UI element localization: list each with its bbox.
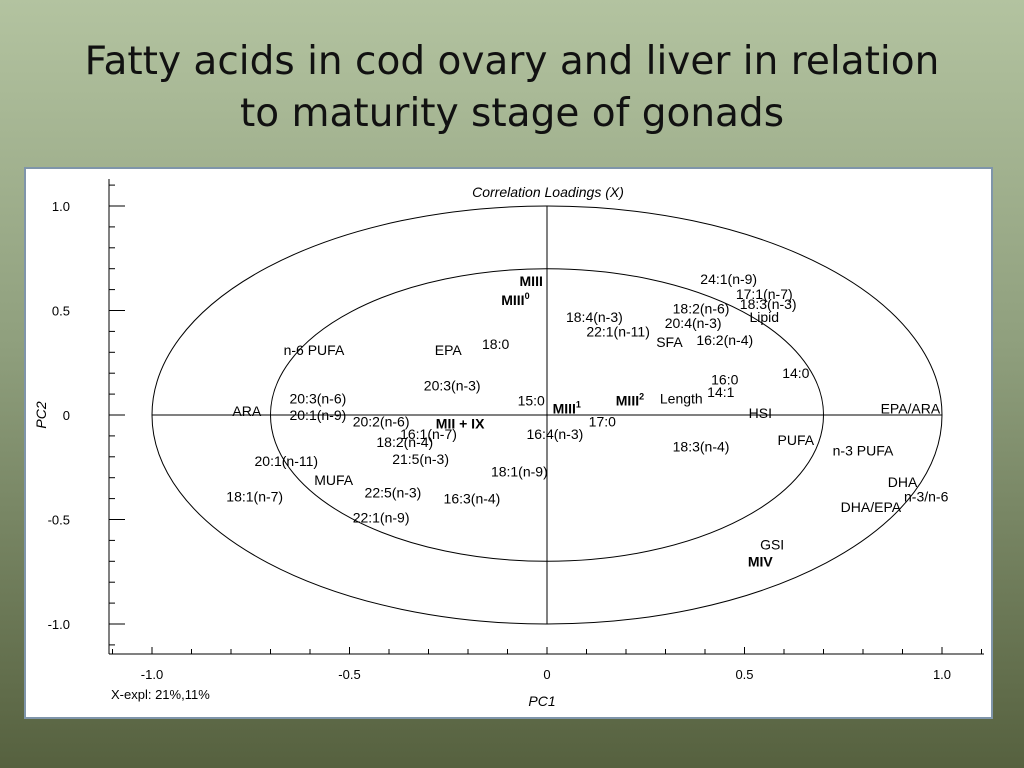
inner-ellipse (270, 268, 824, 562)
point-label: 17:1(n-7) (736, 286, 793, 302)
x-tick-label: -1.0 (141, 667, 163, 682)
point-label: 15:0 (518, 392, 545, 408)
point-label: 18:2(n-4) (376, 434, 433, 450)
x-axis-label: PC1 (528, 693, 555, 709)
slide-title-line-2: to maturity stage of gonads (239, 91, 785, 136)
point-label: n-6 PUFA (284, 342, 345, 358)
point-label: Length (660, 390, 703, 406)
point-label: 18:3(n-3) (740, 296, 797, 312)
point-label: 17:0 (589, 413, 616, 429)
point-label: MUFA (314, 472, 354, 488)
point-label: 20:3(n-3) (424, 378, 481, 394)
y-axis-label: PC2 (33, 401, 49, 428)
correlation-loadings-svg: 1.0 0.5 0 -0.5 -1.0 -1.0 -0.5 0 0.5 1.0 24:1(n-9)… (33, 179, 984, 709)
point-label: 14:1 (707, 384, 734, 400)
point-label: EPA/ARA (881, 401, 941, 417)
y-tick-label: 0.5 (52, 304, 70, 319)
point-label: 14:0 (782, 365, 809, 381)
point-label: 20:3(n-6) (289, 390, 346, 406)
point-label: 22:1(n-9) (353, 509, 410, 525)
point-labels-group: 24:1(n-9)17:1(n-7)18:3(n-3) 18:2(n-6) Lipi… (226, 271, 948, 569)
point-label: 18:1(n-7) (226, 489, 283, 505)
point-label: 20:1(n-11) (255, 453, 319, 469)
point-label: 16:4(n-3) (526, 426, 583, 442)
point-label: 18:4(n-3) (566, 309, 623, 325)
point-label: PUFA (778, 432, 815, 448)
point-label: 24:1(n-9) (700, 271, 757, 287)
point-label: n-3 PUFA (833, 443, 894, 459)
point-label: 16:3(n-4) (444, 491, 501, 507)
outer-ellipse (151, 205, 943, 625)
y-tick-label: -0.5 (48, 513, 70, 528)
point-label: GSI (760, 537, 784, 553)
point-label: MIV (748, 553, 774, 569)
point-label: 16:1(n-7) (400, 426, 457, 442)
point-label: 18:1(n-9) (491, 463, 548, 479)
point-label: 22:1(n-11) (586, 323, 650, 339)
correlation-loadings-plot: 1.0 0.5 0 -0.5 -1.0 -1.0 -0.5 0 0.5 1.0 24:1(n-9)… (24, 167, 993, 719)
slide-title-line-1: Fatty acids in cod ovary and liver in re… (84, 39, 940, 84)
point-label: 22:5(n-3) (365, 484, 422, 500)
point-label: 18:3(n-4) (673, 438, 730, 454)
y-tick-label: -1.0 (48, 617, 70, 632)
point-label: 21:5(n-3) (392, 451, 449, 467)
x-tick-label: 0.5 (735, 667, 753, 682)
point-label: ARA (232, 403, 261, 419)
x-tick-label: -0.5 (338, 667, 360, 682)
axes-group: 1.0 0.5 0 -0.5 -1.0 -1.0 -0.5 0 0.5 1.0 (48, 179, 984, 682)
point-label: SFA (656, 334, 683, 350)
point-label: 18:0 (482, 336, 509, 352)
point-label: 16:0 (711, 371, 738, 387)
x-tick-label: 0 (543, 667, 550, 682)
y-tick-label: 1.0 (52, 199, 70, 214)
point-label: MIII0 (501, 291, 529, 308)
point-label: DHA/EPA (841, 499, 902, 515)
point-label: MIII2 (616, 391, 644, 408)
point-label: Lipid (749, 309, 779, 325)
point-label: HSI (749, 405, 772, 421)
point-label: 20:2(n-6) (353, 413, 410, 429)
point-label: 18:2(n-6) (673, 300, 730, 316)
explained-variance-label: X-expl: 21%,11% (111, 687, 210, 702)
x-tick-label: 1.0 (933, 667, 951, 682)
y-tick-label: 0 (63, 408, 70, 423)
point-label: MIII (520, 273, 543, 289)
point-label: 16:2(n-4) (696, 332, 753, 348)
slide-title: Fatty acids in cod ovary and liver in re… (0, 36, 1024, 140)
point-label: EPA (435, 342, 463, 358)
point-label: MII + IX (436, 415, 485, 431)
ellipses-group (151, 205, 943, 625)
point-label: 20:1(n-9) (289, 407, 346, 423)
point-label: n-3/n-6 (904, 489, 949, 505)
point-label: DHA (888, 474, 918, 490)
point-label: MIII1 (553, 400, 581, 417)
chart-title: Correlation Loadings (X) (472, 184, 624, 200)
point-label: 20:4(n-3) (665, 315, 722, 331)
